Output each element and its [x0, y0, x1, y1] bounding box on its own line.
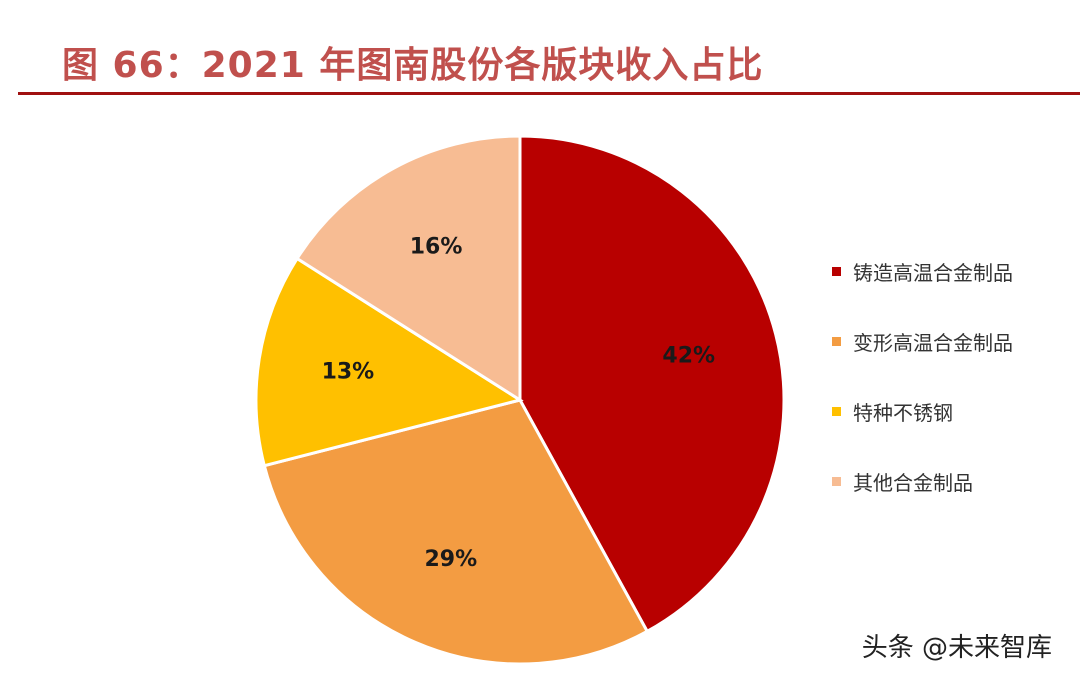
pie-slice-stainless — [254, 256, 524, 468]
legend-label-stainless: 特种不锈钢 — [853, 400, 953, 425]
chart-title: 图 66：2021 年图南股份各版块收入占比 — [62, 45, 764, 86]
pie-slice-wrought — [262, 398, 650, 666]
slice-label-stainless: 13% — [322, 360, 375, 385]
legend-item-stainless: 特种不锈钢 — [832, 376, 1013, 446]
legend-label-other: 其他合金制品 — [853, 470, 973, 495]
legend-swatch-casting — [832, 266, 841, 276]
chart-legend: 铸造高温合金制品 变形高温合金制品 特种不锈钢 其他合金制品 — [832, 236, 1013, 516]
legend-label-wrought: 变形高温合金制品 — [853, 330, 1013, 355]
legend-item-wrought: 变形高温合金制品 — [832, 306, 1013, 376]
pie-slice-other — [295, 134, 522, 403]
legend-label-casting: 铸造高温合金制品 — [853, 260, 1013, 285]
legend-item-casting: 铸造高温合金制品 — [832, 236, 1013, 306]
slice-label-other: 16% — [410, 234, 463, 259]
legend-item-other: 其他合金制品 — [832, 446, 1013, 516]
title-divider — [18, 92, 1080, 95]
legend-swatch-wrought — [832, 336, 841, 346]
slice-label-wrought: 29% — [424, 547, 477, 572]
slice-label-casting: 42% — [662, 344, 715, 369]
pie-slice-casting — [518, 134, 786, 634]
legend-swatch-other — [832, 476, 841, 486]
watermark: 头条 @未来智库 — [861, 633, 1052, 663]
legend-swatch-stainless — [832, 406, 841, 416]
